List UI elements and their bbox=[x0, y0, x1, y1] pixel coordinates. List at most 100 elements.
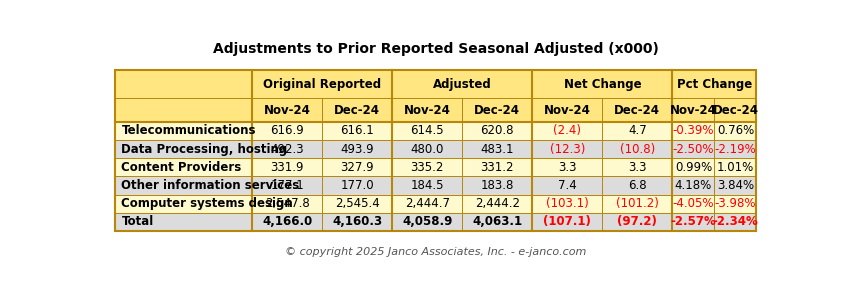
Bar bbox=[322, 195, 392, 213]
Text: 7.4: 7.4 bbox=[558, 179, 576, 192]
Text: 184.5: 184.5 bbox=[411, 179, 444, 192]
Text: Other information services: Other information services bbox=[122, 179, 300, 192]
Bar bbox=[462, 122, 532, 140]
Text: 4.7: 4.7 bbox=[628, 124, 647, 137]
Bar bbox=[714, 176, 756, 195]
Text: 4,160.3: 4,160.3 bbox=[332, 216, 382, 228]
Text: Adjustments to Prior Reported Seasonal Adjusted (x000): Adjustments to Prior Reported Seasonal A… bbox=[212, 42, 659, 56]
Text: 183.8: 183.8 bbox=[480, 179, 514, 192]
Text: 2,444.2: 2,444.2 bbox=[475, 197, 519, 210]
Text: (107.1): (107.1) bbox=[543, 216, 592, 228]
Bar bbox=[672, 140, 714, 158]
Bar bbox=[672, 213, 714, 231]
Text: 4,063.1: 4,063.1 bbox=[473, 216, 523, 228]
Bar bbox=[252, 158, 322, 176]
Text: Adjusted: Adjusted bbox=[433, 78, 491, 91]
Bar bbox=[714, 195, 756, 213]
Bar bbox=[322, 176, 392, 195]
Text: 620.8: 620.8 bbox=[480, 124, 514, 137]
Bar bbox=[532, 122, 603, 140]
Bar bbox=[392, 122, 462, 140]
Text: 3.3: 3.3 bbox=[628, 161, 647, 174]
Text: 616.1: 616.1 bbox=[340, 124, 374, 137]
Text: Telecommunications: Telecommunications bbox=[122, 124, 256, 137]
Text: -2.34%: -2.34% bbox=[712, 216, 758, 228]
Text: Original Reported: Original Reported bbox=[264, 78, 381, 91]
Text: (2.4): (2.4) bbox=[553, 124, 581, 137]
Bar bbox=[462, 158, 532, 176]
Text: Dec-24: Dec-24 bbox=[615, 104, 660, 117]
Text: Nov-24: Nov-24 bbox=[264, 104, 310, 117]
Text: © copyright 2025 Janco Associates, Inc. - e-janco.com: © copyright 2025 Janco Associates, Inc. … bbox=[285, 247, 586, 257]
Text: (97.2): (97.2) bbox=[617, 216, 657, 228]
Bar bbox=[252, 195, 322, 213]
Bar bbox=[672, 98, 714, 122]
Bar bbox=[115, 195, 252, 213]
Text: -2.19%: -2.19% bbox=[715, 143, 756, 156]
Bar bbox=[532, 140, 603, 158]
Bar bbox=[252, 122, 322, 140]
Text: 4.18%: 4.18% bbox=[675, 179, 712, 192]
Text: 4,166.0: 4,166.0 bbox=[262, 216, 312, 228]
Text: Net Change: Net Change bbox=[564, 78, 641, 91]
Text: 0.76%: 0.76% bbox=[717, 124, 754, 137]
Text: Dec-24: Dec-24 bbox=[474, 104, 520, 117]
Text: -4.05%: -4.05% bbox=[672, 197, 714, 210]
Text: 480.0: 480.0 bbox=[411, 143, 444, 156]
Text: 331.9: 331.9 bbox=[270, 161, 304, 174]
Text: Data Processing, hosting: Data Processing, hosting bbox=[122, 143, 287, 156]
Text: 483.1: 483.1 bbox=[480, 143, 514, 156]
Text: 177.1: 177.1 bbox=[270, 179, 304, 192]
Text: 177.0: 177.0 bbox=[340, 179, 374, 192]
Text: 0.99%: 0.99% bbox=[675, 161, 712, 174]
Text: 614.5: 614.5 bbox=[411, 124, 444, 137]
Bar bbox=[714, 98, 756, 122]
Text: 2,545.4: 2,545.4 bbox=[335, 197, 380, 210]
Bar bbox=[714, 158, 756, 176]
Text: 2,444.7: 2,444.7 bbox=[405, 197, 450, 210]
Bar bbox=[672, 158, 714, 176]
Bar bbox=[714, 213, 756, 231]
Bar bbox=[532, 213, 603, 231]
Bar bbox=[532, 176, 603, 195]
Bar bbox=[252, 176, 322, 195]
Bar bbox=[392, 195, 462, 213]
Bar bbox=[462, 176, 532, 195]
Text: -2.50%: -2.50% bbox=[672, 143, 714, 156]
Bar bbox=[603, 158, 672, 176]
Text: (12.3): (12.3) bbox=[550, 143, 585, 156]
Bar bbox=[672, 195, 714, 213]
Bar bbox=[322, 213, 392, 231]
Bar bbox=[322, 140, 392, 158]
Text: Dec-24: Dec-24 bbox=[712, 104, 758, 117]
Text: -0.39%: -0.39% bbox=[672, 124, 714, 137]
Bar bbox=[115, 140, 252, 158]
Text: -2.57%: -2.57% bbox=[671, 216, 717, 228]
Text: Content Providers: Content Providers bbox=[122, 161, 241, 174]
Bar bbox=[115, 176, 252, 195]
Bar bbox=[252, 213, 322, 231]
Bar bbox=[714, 122, 756, 140]
Bar bbox=[115, 213, 252, 231]
Text: 493.9: 493.9 bbox=[340, 143, 374, 156]
Text: 3.3: 3.3 bbox=[558, 161, 576, 174]
Text: Computer systems design: Computer systems design bbox=[122, 197, 293, 210]
Bar bbox=[322, 158, 392, 176]
Text: (103.1): (103.1) bbox=[546, 197, 589, 210]
Bar bbox=[714, 140, 756, 158]
Bar bbox=[115, 122, 252, 140]
Bar bbox=[532, 158, 603, 176]
Bar bbox=[672, 122, 714, 140]
Bar bbox=[115, 158, 252, 176]
Text: 492.3: 492.3 bbox=[270, 143, 304, 156]
Text: 6.8: 6.8 bbox=[628, 179, 647, 192]
Bar bbox=[603, 122, 672, 140]
Bar bbox=[462, 213, 532, 231]
Bar bbox=[252, 140, 322, 158]
Text: (10.8): (10.8) bbox=[620, 143, 655, 156]
Text: 2,547.8: 2,547.8 bbox=[264, 197, 309, 210]
Bar bbox=[462, 140, 532, 158]
Text: Dec-24: Dec-24 bbox=[334, 104, 380, 117]
Bar bbox=[392, 140, 462, 158]
Bar bbox=[672, 176, 714, 195]
